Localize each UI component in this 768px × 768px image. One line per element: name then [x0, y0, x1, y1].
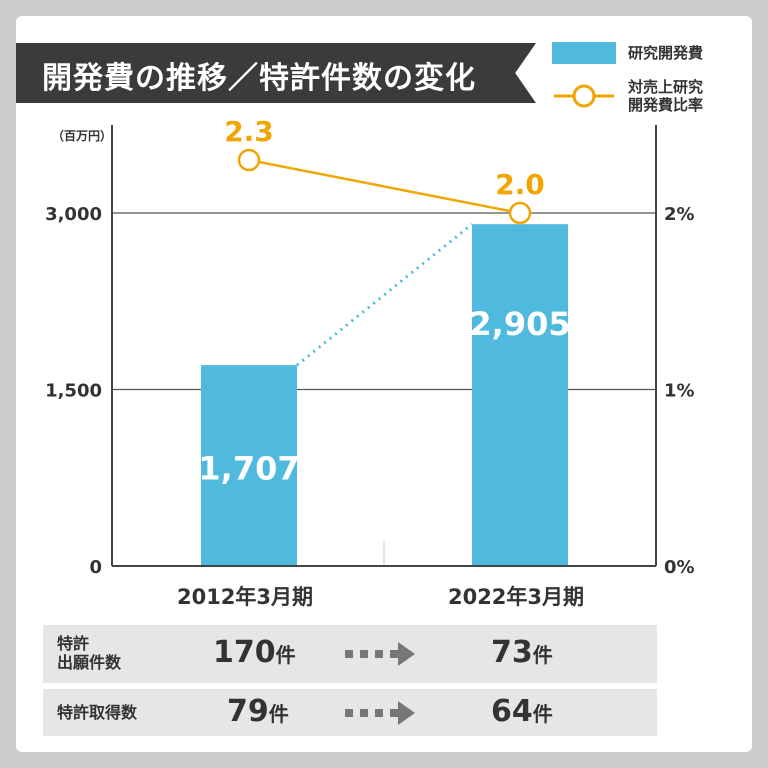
value-from-number: 79: [227, 694, 269, 729]
unit: 件: [532, 643, 553, 667]
bar: [201, 365, 297, 566]
value-from-number: 170: [213, 635, 276, 670]
legend-line-label-1: 対売上研究: [628, 78, 704, 96]
row-label-2: 出願件数: [57, 653, 122, 672]
legend-line-label-2: 開発費比率: [628, 96, 704, 114]
y-tick-label: 0: [89, 557, 102, 578]
bar: [472, 224, 568, 566]
ratio-value-label: 2.3: [224, 115, 274, 148]
bar-trend-dotted-line: [296, 223, 473, 367]
bar-value-label: 1,707: [198, 450, 299, 488]
legend-bar-swatch: [552, 42, 616, 64]
bar-value-label: 2,905: [469, 305, 570, 343]
legend-bar-label: 研究開発費: [628, 44, 704, 62]
arrow-right-icon: [345, 701, 415, 725]
value-to-number: 64: [491, 694, 533, 729]
ratio-point: [508, 201, 532, 225]
unit: 件: [532, 702, 553, 726]
row-label-1: 特許: [57, 634, 90, 653]
unit: 件: [268, 702, 289, 726]
table-row: 特許取得数 79件 64件: [43, 689, 657, 736]
y2-tick-label: 2%: [664, 204, 695, 225]
legend-line-label: 対売上研究 開発費比率: [628, 78, 703, 114]
x-tick-label: 2022年3月期: [448, 585, 584, 609]
ratio-point: [237, 148, 261, 172]
y-axis-label: （百万円）: [52, 128, 112, 143]
value-to: 73件: [491, 635, 553, 670]
y-tick-label: 3,000: [45, 204, 102, 225]
chart-title: 開発費の推移／特許件数の変化: [42, 61, 476, 96]
y2-tick-label: 1%: [664, 381, 695, 402]
title-banner: 開発費の推移／特許件数の変化: [16, 43, 536, 103]
value-to: 64件: [491, 694, 553, 729]
row-label: 特許取得数: [57, 703, 138, 722]
ratio-line: [248, 158, 521, 215]
y2-tick-label: 0%: [664, 557, 695, 578]
value-from: 79件: [227, 694, 289, 729]
value-from: 170件: [213, 635, 296, 670]
arrow-right-icon: [345, 642, 415, 666]
y-tick-label: 1,500: [45, 381, 102, 402]
row-label: 特許 出願件数: [57, 634, 121, 672]
ratio-value-label: 2.0: [495, 168, 545, 201]
x-tick-label: 2012年3月期: [177, 585, 313, 609]
table-row: 特許 出願件数 170件 73件: [43, 625, 657, 683]
unit: 件: [275, 643, 296, 667]
value-to-number: 73: [491, 635, 533, 670]
